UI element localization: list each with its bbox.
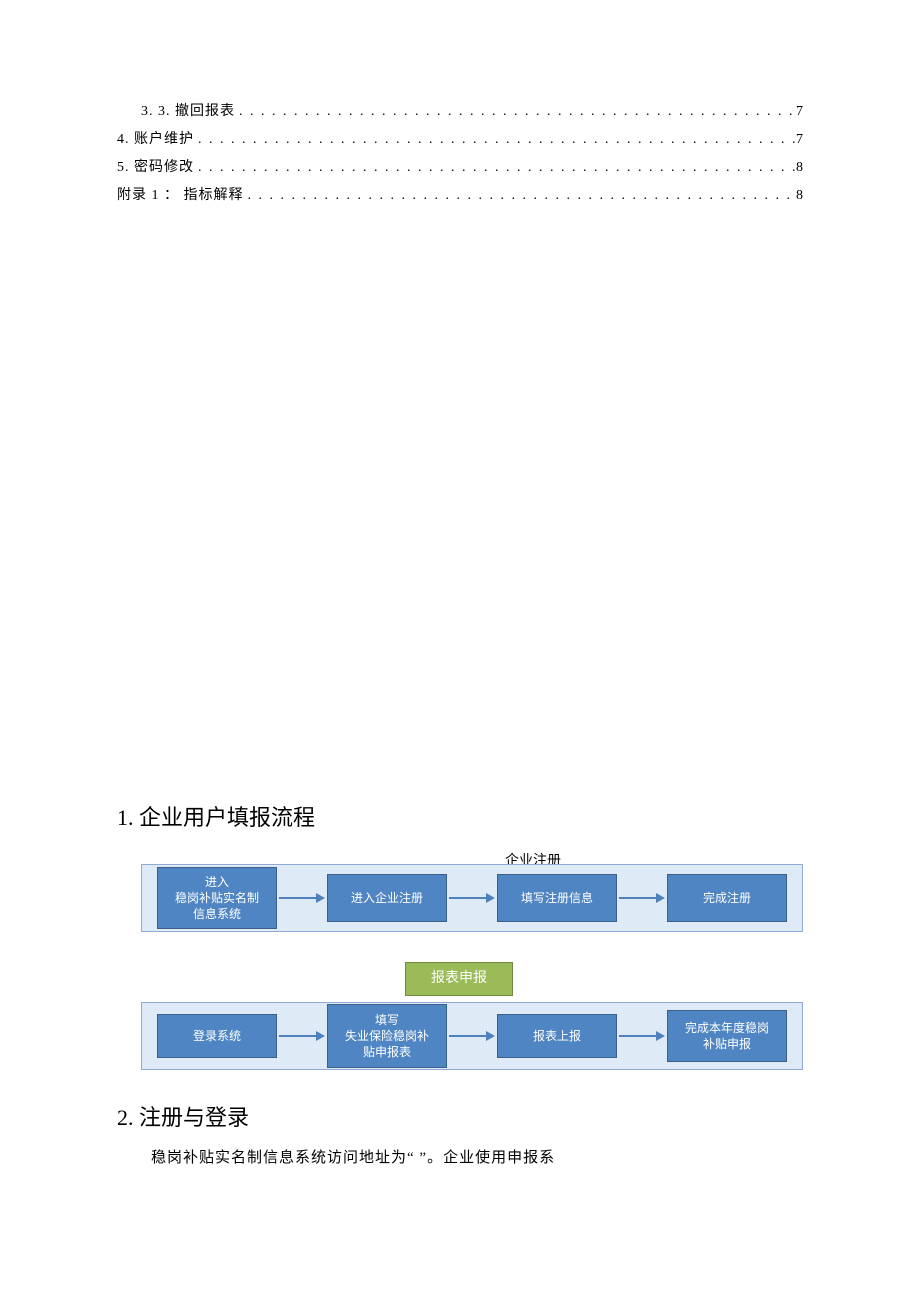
flow1-step: 填写注册信息 bbox=[497, 874, 617, 922]
section-2-body: 稳岗补贴实名制信息系统访问地址为“ ”。企业使用申报系 bbox=[117, 1146, 803, 1167]
toc-page-number: 7 bbox=[796, 126, 803, 154]
toc-label: 3. 3. 撤回报表 bbox=[141, 98, 235, 126]
toc-row: 附录 1 ： 指标解释 8 bbox=[117, 182, 803, 210]
toc-leader-dots bbox=[244, 182, 797, 210]
flow1-step: 进入稳岗补贴实名制信息系统 bbox=[157, 867, 277, 929]
flow1-step-label: 进入企业注册 bbox=[351, 890, 423, 906]
flow1-step-label: 填写注册信息 bbox=[521, 890, 593, 906]
toc: 3. 3. 撤回报表 7 4. 账户维护 7 5. 密码修改 8 附录 1 ： 指标解释 8 bbox=[117, 98, 803, 210]
toc-row: 5. 密码修改 8 bbox=[117, 154, 803, 182]
flow2-title-box: 报表申报 bbox=[405, 962, 513, 996]
flow2-step: 报表上报 bbox=[497, 1014, 617, 1058]
page-content: 3. 3. 撤回报表74. 账户维护75. 密码修改8附录 1 ： 指标解释8 … bbox=[117, 98, 803, 1167]
flow2-step-label: 登录系统 bbox=[193, 1028, 241, 1044]
toc-leader-dots bbox=[235, 98, 796, 126]
flow2-step: 登录系统 bbox=[157, 1014, 277, 1058]
flow1-step-label: 完成注册 bbox=[703, 890, 751, 906]
toc-page-number: 8 bbox=[796, 182, 803, 210]
toc-page-number: 7 bbox=[796, 98, 803, 126]
flow2-title-label: 报表申报 bbox=[431, 970, 487, 989]
flow2-step-label: 报表上报 bbox=[533, 1028, 581, 1044]
toc-label: 附录 1 ： 指标解释 bbox=[117, 182, 244, 210]
flowchart-area: 企业注册进入稳岗补贴实名制信息系统进入企业注册填写注册信息完成注册报表申报登录系… bbox=[117, 850, 803, 1074]
toc-leader-dots bbox=[194, 126, 796, 154]
toc-page-number: 8 bbox=[796, 154, 803, 182]
flow2-step-label: 填写失业保险稳岗补贴申报表 bbox=[345, 1012, 429, 1061]
section-1-heading: 1. 企业用户填报流程 bbox=[117, 800, 803, 832]
toc-leader-dots bbox=[194, 154, 796, 182]
flow2-step-label: 完成本年度稳岗补贴申报 bbox=[685, 1020, 769, 1052]
toc-row: 4. 账户维护 7 bbox=[117, 126, 803, 154]
toc-label: 5. 密码修改 bbox=[117, 154, 194, 182]
flow1-step: 完成注册 bbox=[667, 874, 787, 922]
flow1-step-label: 进入稳岗补贴实名制信息系统 bbox=[175, 874, 259, 923]
toc-label: 4. 账户维护 bbox=[117, 126, 194, 154]
flow2-step: 完成本年度稳岗补贴申报 bbox=[667, 1010, 787, 1062]
section-2-heading: 2. 注册与登录 bbox=[117, 1100, 803, 1132]
flow2-step: 填写失业保险稳岗补贴申报表 bbox=[327, 1004, 447, 1068]
toc-row: 3. 3. 撤回报表 7 bbox=[117, 98, 803, 126]
flow1-step: 进入企业注册 bbox=[327, 874, 447, 922]
